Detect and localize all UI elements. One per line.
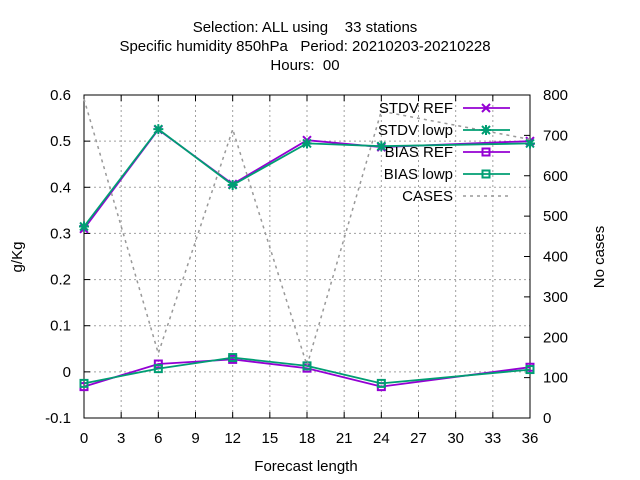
y2-axis-label: No cases: [591, 226, 608, 289]
data-point: [302, 361, 312, 371]
data-point: [79, 221, 89, 232]
x-axis: 0 3 6 9 12 15 18 21 24 27 30 33 36: [80, 95, 539, 447]
data-point: [153, 124, 164, 135]
series-line: [83, 98, 531, 369]
series-line: [83, 356, 531, 385]
y-tick-label: 0: [63, 364, 71, 381]
x-tick-label: 33: [484, 430, 501, 447]
series-bias-lowp: [79, 353, 535, 388]
series-line: [83, 358, 531, 388]
y-tick-label: 0.5: [50, 133, 71, 150]
y2-tick-label: 100: [543, 370, 568, 387]
data-point: [79, 378, 89, 388]
data-point: [376, 141, 387, 152]
y2-axis: 0 100 200 300 400 500 600 700 800: [524, 87, 568, 427]
legend-label: CASES: [402, 188, 453, 205]
y-tick-label: 0.1: [50, 318, 71, 335]
series-cases: [83, 98, 531, 369]
data-point: [153, 364, 163, 374]
y2-tick-label: 400: [543, 249, 568, 266]
series: [79, 98, 535, 392]
legend-marker: [481, 169, 491, 179]
data-point: [153, 359, 163, 369]
y-axis-label: g/Kg: [9, 242, 26, 273]
y2-tick-label: 0: [543, 410, 551, 427]
y2-tick-label: 700: [543, 127, 568, 144]
data-point: [525, 138, 535, 149]
data-point: [525, 365, 535, 375]
legend-entry: CASES: [402, 188, 510, 205]
y2-tick-label: 300: [543, 289, 568, 306]
y2-tick-label: 500: [543, 208, 568, 225]
x-tick-label: 12: [224, 430, 241, 447]
y2-tick-label: 600: [543, 168, 568, 185]
data-point: [302, 138, 312, 149]
y2-tick-label: 800: [543, 87, 568, 104]
x-tick-label: 30: [447, 430, 464, 447]
y-tick-label: 0.3: [50, 225, 71, 242]
x-tick-label: 15: [261, 430, 278, 447]
y-tick-label: -0.1: [45, 410, 71, 427]
y2-tick-label: 200: [543, 329, 568, 346]
x-tick-label: 3: [117, 430, 125, 447]
x-tick-label: 24: [373, 430, 390, 447]
legend-marker: [481, 125, 491, 135]
legend-marker: [481, 103, 491, 113]
legend-entry: STDV lowp: [378, 122, 510, 139]
y-tick-label: 0.4: [50, 179, 71, 196]
y-tick-label: 0.6: [50, 87, 71, 104]
chart-title: Selection: ALL using 33 stations Specific…: [119, 19, 490, 74]
y-axis: -0.1 0 0.1 0.2 0.3 0.4 0.5 0.6: [45, 87, 90, 427]
legend-label: STDV REF: [379, 100, 453, 117]
x-tick-label: 6: [154, 430, 162, 447]
data-point: [227, 179, 238, 190]
title-line-3: Hours: 00: [270, 57, 339, 74]
legend-label: BIAS REF: [385, 144, 453, 161]
series-line: [83, 127, 531, 228]
data-point: [376, 378, 386, 388]
x-tick-label: 0: [80, 430, 88, 447]
x-axis-label: Forecast length: [254, 458, 357, 475]
y-tick-label: 0.2: [50, 272, 71, 289]
x-tick-label: 36: [522, 430, 539, 447]
data-point: [228, 353, 238, 363]
legend-entry: STDV REF: [379, 100, 510, 117]
legend: STDV REF STDV lowp BIAS REF BIAS lowp CASES: [378, 100, 510, 205]
legend-entry: BIAS REF: [385, 144, 510, 161]
x-tick-label: 18: [299, 430, 316, 447]
legend-marker: [481, 147, 491, 157]
title-line-2: Specific humidity 850hPa Period: 2021020…: [119, 38, 490, 55]
legend-label: STDV lowp: [378, 122, 453, 139]
legend-label: BIAS lowp: [384, 166, 453, 183]
x-tick-label: 21: [336, 430, 353, 447]
grid: [84, 95, 530, 418]
legend-entry: BIAS lowp: [384, 166, 510, 183]
series-stdv-lowp: [79, 124, 535, 232]
x-tick-label: 9: [191, 430, 199, 447]
x-tick-label: 27: [410, 430, 427, 447]
title-line-1: Selection: ALL using 33 stations: [193, 19, 418, 36]
